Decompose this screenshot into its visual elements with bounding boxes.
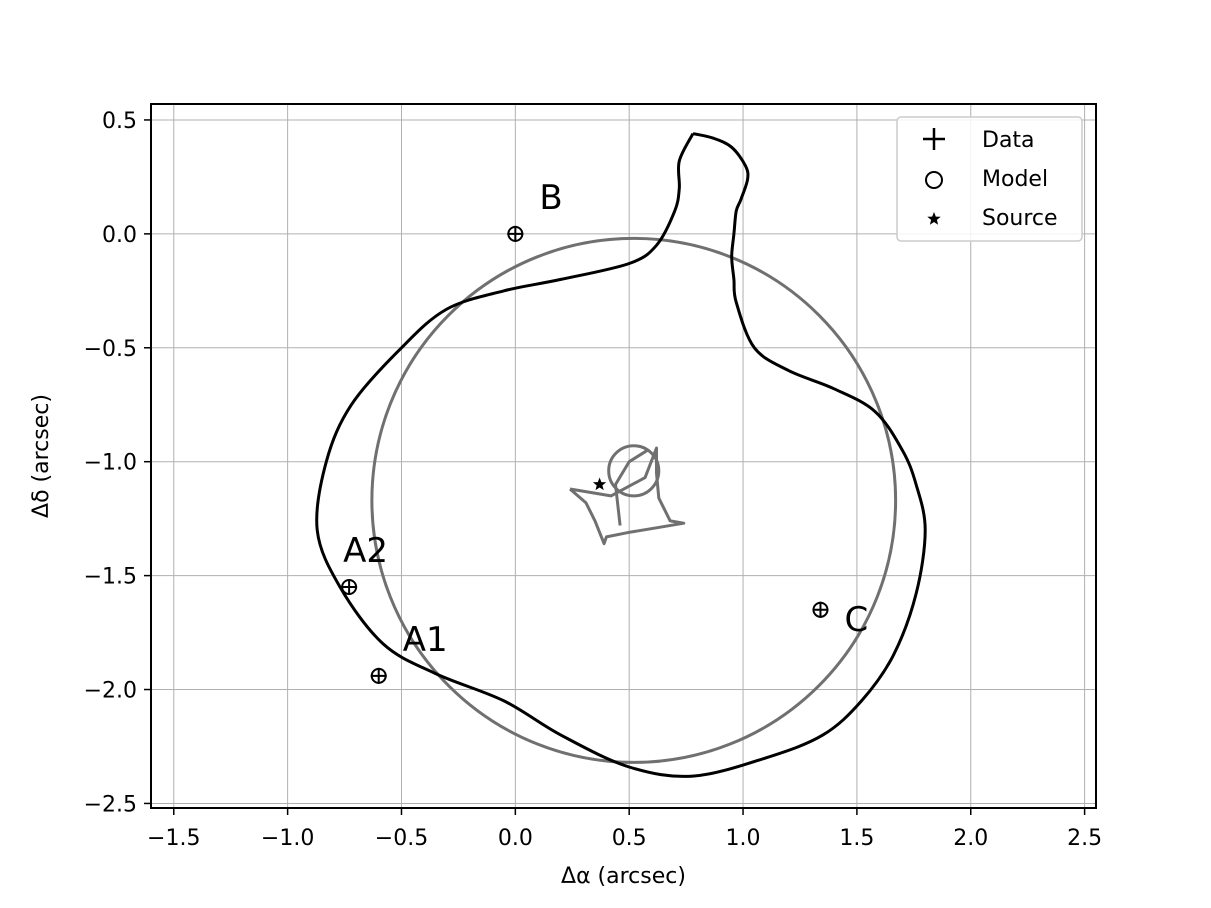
y-tick-label: −2.0 bbox=[84, 679, 137, 704]
plot-frame bbox=[150, 103, 1097, 809]
image-label: B bbox=[539, 178, 562, 218]
legend-label: Model bbox=[982, 167, 1048, 192]
image-label: A1 bbox=[403, 620, 448, 660]
x-tick-label: 0.0 bbox=[498, 826, 533, 851]
x-tick-label: −1.0 bbox=[261, 826, 314, 851]
y-tick-label: 0.5 bbox=[102, 109, 137, 134]
legend-box bbox=[896, 116, 1083, 242]
caustic-circle bbox=[607, 444, 661, 498]
curves bbox=[315, 132, 927, 778]
critical-curve bbox=[315, 132, 927, 778]
x-tick-label: −0.5 bbox=[375, 826, 428, 851]
y-tick-label: −1.5 bbox=[84, 565, 137, 590]
y-tick-label: −2.5 bbox=[84, 792, 137, 817]
legend-label: Source bbox=[982, 206, 1058, 231]
y-tick-label: −0.5 bbox=[84, 337, 137, 362]
x-tick-label: 1.0 bbox=[726, 826, 761, 851]
legend-star-icon bbox=[927, 212, 941, 225]
legend: Data Model Source bbox=[896, 116, 1083, 242]
x-tick-label: −1.5 bbox=[147, 826, 200, 851]
image-label: A2 bbox=[343, 531, 388, 571]
x-axis-label: Δα (arcsec) bbox=[561, 864, 686, 889]
y-axis-label: Δδ (arcsec) bbox=[29, 394, 54, 518]
x-tick-label: 2.5 bbox=[1067, 826, 1102, 851]
caustic-fold bbox=[614, 449, 649, 526]
x-tick-label: 0.5 bbox=[612, 826, 647, 851]
legend-circle-icon bbox=[925, 171, 943, 189]
caustic-astroid bbox=[569, 446, 686, 546]
axis-ticks: −1.5 −1.0 −0.5 0.0 0.5 1.0 1.5 2.0 2.5 0.5 0.0 −0.5… bbox=[84, 109, 1103, 851]
source-star-marker bbox=[592, 477, 607, 491]
image-label: C bbox=[844, 600, 868, 640]
image-markers: B A2 A1 C bbox=[341, 178, 868, 684]
x-tick-label: 2.0 bbox=[953, 826, 988, 851]
x-tick-label: 1.5 bbox=[839, 826, 874, 851]
legend-label: Data bbox=[982, 128, 1035, 153]
y-tick-label: 0.0 bbox=[102, 223, 137, 248]
y-tick-label: −1.0 bbox=[84, 451, 137, 476]
einstein-circle bbox=[370, 236, 898, 764]
grid bbox=[151, 104, 1096, 808]
